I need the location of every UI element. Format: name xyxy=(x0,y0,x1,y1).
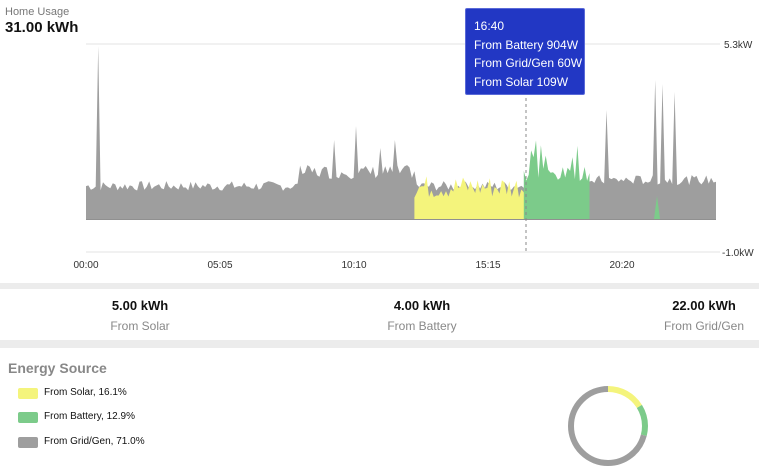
legend-solar-label: From Solar, 16.1% xyxy=(44,387,127,398)
battery-area-late xyxy=(654,196,660,219)
donut-slice xyxy=(568,386,648,466)
x-tick-label: 10:10 xyxy=(341,260,366,271)
x-tick-label: 05:05 xyxy=(207,260,232,271)
summary-battery-label: From Battery xyxy=(387,319,457,333)
tooltip-grid: From Grid/Gen 60W xyxy=(474,56,583,70)
chart-tooltip: 16:40 From Battery 904W From Grid/Gen 60… xyxy=(465,8,585,95)
home-usage-total: 31.00 kWh xyxy=(5,19,79,36)
tooltip-battery: From Battery 904W xyxy=(474,37,579,52)
summary-grid-label: From Grid/Gen xyxy=(663,319,744,333)
tooltip-time: 16:40 xyxy=(474,19,505,33)
tooltip-solar: From Solar 109W xyxy=(474,74,569,89)
summary-battery-value: 4.00 kWh xyxy=(393,298,451,313)
solar-area xyxy=(414,176,529,219)
battery-swatch xyxy=(18,412,38,423)
x-tick-label: 15:15 xyxy=(475,260,500,271)
energy-source-card: Energy Source From Solar, 16.1% From Bat… xyxy=(0,348,759,469)
y-tick-min: -1.0kW xyxy=(722,248,754,259)
home-usage-label: Home Usage xyxy=(5,6,70,18)
solar-swatch xyxy=(18,388,38,399)
summary-card: 5.00 kWh From Solar 4.00 kWh From Batter… xyxy=(0,289,759,340)
summary-grid-value: 22.00 kWh xyxy=(672,298,736,313)
energy-source-donut[interactable] xyxy=(566,384,650,468)
y-tick-max: 5.3kW xyxy=(724,40,753,51)
energy-source-title: Energy Source xyxy=(8,360,107,376)
usage-chart-card: Home Usage 31.00 kWh 00:00 05:05 10:10 15:1… xyxy=(0,0,759,283)
summary-solar-label: From Solar xyxy=(110,319,170,333)
donut-slice xyxy=(568,386,648,466)
x-tick-label: 00:00 xyxy=(73,260,98,271)
summary-solar-value: 5.00 kWh xyxy=(111,298,169,313)
grid-swatch xyxy=(18,437,38,448)
legend-grid-label: From Grid/Gen, 71.0% xyxy=(44,436,145,447)
legend-battery-label: From Battery, 12.9% xyxy=(44,411,135,422)
x-tick-label: 20:20 xyxy=(609,260,634,271)
grid-gen-area xyxy=(86,46,716,219)
usage-area-chart[interactable]: 00:00 05:05 10:10 15:15 20:20 5.3kW -1.0kW xyxy=(0,0,759,283)
battery-area xyxy=(523,140,590,219)
